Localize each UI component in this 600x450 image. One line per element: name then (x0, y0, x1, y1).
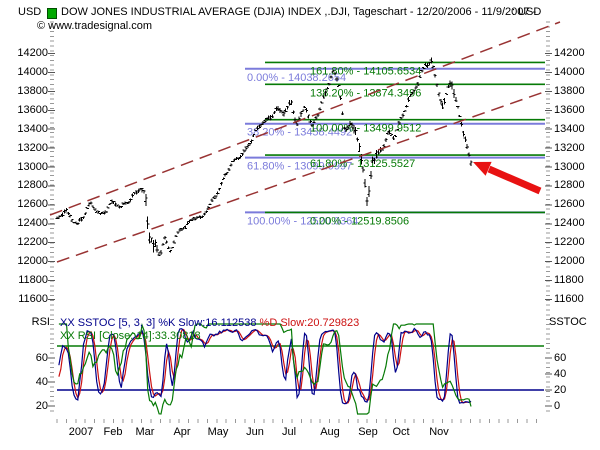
stochastic-k-legend: XX SSTOC [5, 3, 3] %K Slow:16.112538 (60, 317, 257, 329)
month-label: Aug (320, 426, 340, 438)
price-tick-label-right: 13400 (554, 122, 585, 135)
rsi-tick-label: 60 (35, 351, 48, 364)
fib-green-label-0.00%: 0.00% - 12519.8506 (310, 215, 409, 227)
price-tick-label-left: 13600 (17, 103, 48, 116)
price-tick-label-left: 13400 (17, 122, 48, 135)
price-tick-label-right: 11600 (554, 293, 584, 305)
sstoc-tick-label: 60 (554, 351, 567, 364)
fib-blue-label-0.00%: 0.00% - 14038.2654 (247, 72, 346, 84)
month-label: 2007 (68, 426, 94, 438)
chart-title: DOW JONES INDUSTRIAL AVERAGE (DJIA) INDE… (61, 6, 537, 18)
price-tick-label-right: 14200 (554, 47, 585, 59)
price-tick-label-right: 12000 (554, 255, 585, 268)
fib-green-label-138.20%: 138.20% - 13874.3496 (310, 87, 421, 99)
price-tick-label-right: 14000 (554, 65, 585, 78)
rsi-legend: XX RSI [Close, 14]:33.30818 (60, 330, 201, 342)
price-tick-label-left: 13200 (17, 141, 48, 154)
price-tick-label-left: 12400 (17, 217, 48, 230)
axis-major-ticks (48, 53, 552, 407)
fib-blue-label-61.80%: 61.80% - 13099.9997 (247, 161, 352, 173)
price-tick-label-right: 12800 (554, 179, 585, 192)
price-tick-label-right: 11800 (554, 274, 584, 286)
panel-title-rsi: RSI (31, 316, 50, 328)
price-tick-label-right: 13800 (554, 84, 585, 97)
panel-title-sstoc: SSTOC (549, 316, 587, 328)
sstoc-tick-label: 40 (554, 367, 567, 380)
price-tick-label-left: 12000 (17, 255, 48, 268)
fib-green-label-61.80%: 61.80% - 13125.5527 (310, 158, 415, 170)
trend-channel-line-2 (56, 91, 545, 263)
month-label: Jul (281, 426, 297, 438)
price-tick-label-right: 13000 (554, 160, 585, 173)
fib-blue-label-100.00%: 100.00% - 12520.0364 (247, 215, 358, 227)
sstoc-tick-label: 0 (554, 399, 561, 412)
price-tick-label-left: 14200 (17, 47, 48, 59)
price-tick-label-right: 12600 (554, 198, 585, 211)
price-tick-label-left: 11800 (18, 274, 48, 286)
price-tick-label-right: 12200 (554, 236, 585, 249)
price-tick-label-left: 12800 (17, 179, 48, 192)
trend-channel-line-1 (49, 21, 561, 216)
price-tick-label-right: 13600 (554, 103, 585, 116)
month-label: Sep (358, 426, 378, 438)
month-label: Mar (135, 426, 155, 438)
instrument-flag-icon (47, 8, 57, 19)
month-label: Apr (173, 426, 191, 438)
price-tick-label-left: 12600 (17, 198, 48, 211)
month-label: Oct (392, 426, 410, 438)
stochastic-legend: XX SSTOC [5, 3, 3] %K Slow:16.112538 %D … (60, 317, 359, 329)
price-tick-label-left: 13000 (17, 160, 48, 173)
fib-green-label-161.80%: 161.80% - 14105.6534 (310, 65, 421, 77)
price-tick-label-left: 13800 (17, 84, 48, 97)
fib-green-label-100.00%: 100.00% - 13499.9512 (310, 123, 421, 135)
rsi-tick-label: 20 (35, 399, 48, 412)
price-tick-label-left: 14000 (17, 65, 48, 78)
month-label: Feb (103, 426, 123, 438)
stoch-k-curve (58, 327, 472, 405)
copyright-watermark: © www.tradesignal.com (37, 20, 153, 32)
fib-blue-label-38.20%: 38.20% - 13458.4492 (247, 127, 352, 139)
axis-tick-strips (50, 21, 550, 423)
left-axis-currency-label: USD (18, 6, 42, 18)
month-label: Nov (429, 426, 449, 438)
rsi-tick-label: 40 (35, 375, 48, 388)
price-tick-label-right: 13200 (554, 141, 585, 154)
month-label: May (207, 426, 229, 438)
sstoc-tick-label: 20 (554, 383, 567, 396)
price-tick-label-right: 12400 (554, 217, 585, 230)
price-tick-label-left: 11600 (18, 293, 48, 305)
price-tick-label-left: 12200 (17, 236, 48, 249)
annotation-arrow-shaft (487, 165, 542, 195)
annotation-arrow-head (473, 161, 492, 176)
right-axis-currency-label: : USD (512, 6, 542, 18)
month-label: Jun (246, 426, 264, 438)
rsi-curve (58, 323, 472, 415)
stochastic-d-legend: %D Slow:20.729823 (259, 317, 360, 329)
